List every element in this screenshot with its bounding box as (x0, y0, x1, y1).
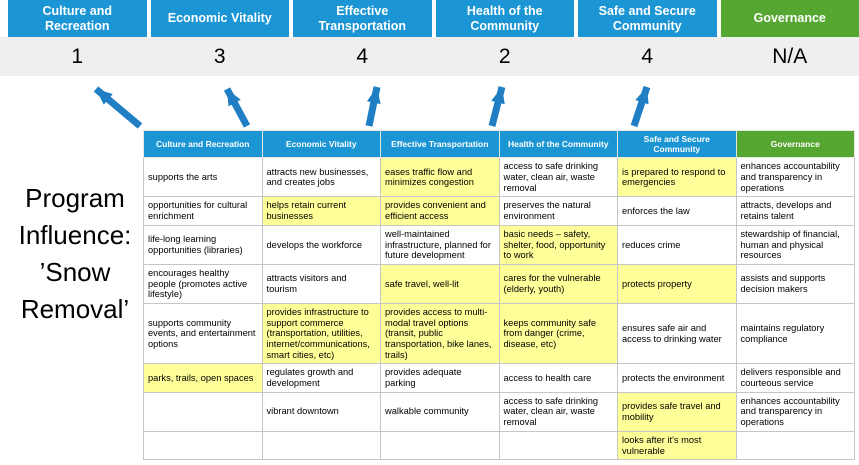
matrix-cell: assists and supports decision makers (735, 263, 855, 304)
matrix-cell: vibrant downtown (261, 391, 381, 432)
score-value: N/A (772, 44, 808, 68)
matrix-row: vibrant downtown walkable community access… (143, 391, 855, 432)
matrix-cell: access to safe drinking water, clean air… (498, 157, 618, 198)
matrix-cell: provides adequate parking (380, 363, 500, 393)
matrix-cell (380, 430, 500, 461)
influence-matrix: Culture and Recreation Economic Vitality E… (143, 129, 855, 461)
matrix-cell: encourages healthy people (promotes acti… (143, 263, 263, 304)
matrix-column-header: Culture and Recreation (143, 129, 263, 159)
matrix-cell-highlighted: eases traffic flow and minimizes congest… (380, 157, 500, 198)
matrix-row: opportunities for cultural enrichment hel… (143, 196, 855, 226)
matrix-cell: supports the arts (143, 157, 263, 198)
matrix-cell-highlighted: basic needs – safety, shelter, food, opp… (498, 224, 618, 265)
matrix-column-header: Economic Vitality (261, 129, 381, 159)
matrix-cell-highlighted: provides safe travel and mobility (617, 391, 737, 432)
matrix-row: looks after it's most vulnerable (143, 430, 855, 461)
category-banner-cell: Effective Transportation (293, 0, 432, 37)
matrix-cell-highlighted: cares for the vulnerable (elderly, youth… (498, 263, 618, 304)
matrix-column-header: Effective Transportation (380, 129, 500, 159)
matrix-cell-highlighted: looks after it's most vulnerable (617, 430, 737, 461)
score-strip-inner: 1 3 4 2 4 N/A (8, 37, 859, 76)
matrix-cell: attracts, develops and retains talent (735, 196, 855, 226)
matrix-cell-highlighted: parks, trails, open spaces (143, 363, 263, 393)
matrix-cell: enhances accountability and transparency… (735, 157, 855, 198)
matrix-column-header: Safe and Secure Community (617, 129, 737, 159)
matrix-cell-highlighted: is prepared to respond to emergencies (617, 157, 737, 198)
matrix-cell (735, 430, 855, 461)
category-banner-cell: Health of the Community (435, 0, 574, 37)
matrix-cell: protects the environment (617, 363, 737, 393)
up-arrow-icon (630, 85, 651, 128)
matrix-header-row: Culture and Recreation Economic Vitality E… (143, 129, 855, 159)
matrix-cell-highlighted: provides access to multi-modal travel op… (380, 302, 500, 365)
matrix-row: parks, trails, open spaces regulates grow… (143, 363, 855, 393)
matrix-cell: reduces crime (617, 224, 737, 265)
matrix-row: supports the arts attracts new businesses… (143, 157, 855, 198)
category-banner-cell: Governance (720, 0, 859, 37)
score-value: 1 (71, 44, 84, 68)
category-banner-cell: Culture and Recreation (8, 0, 147, 37)
matrix-cell (143, 430, 263, 461)
matrix-cell: supports community events, and entertain… (143, 302, 263, 365)
matrix-cell: access to health care (498, 363, 618, 393)
matrix-cell: ensures safe air and access to drinking … (617, 302, 737, 365)
matrix-column-header: Health of the Community (498, 129, 618, 159)
matrix-cell: attracts new businesses, and creates job… (261, 157, 381, 198)
matrix-cell-highlighted: safe travel, well-lit (380, 263, 500, 304)
matrix-body: supports the arts attracts new businesses… (143, 157, 855, 461)
matrix-cell (143, 391, 263, 432)
matrix-cell (498, 430, 618, 461)
matrix-cell: maintains regulatory compliance (735, 302, 855, 365)
up-arrow-icon (488, 86, 506, 127)
matrix-cell-highlighted: provides infrastructure to support comme… (261, 302, 381, 365)
matrix-cell: well-maintained infrastructure, planned … (380, 224, 500, 265)
matrix-row: life-long learning opportunities (librar… (143, 224, 855, 265)
matrix-cell-highlighted: protects property (617, 263, 737, 304)
matrix-cell: preserves the natural environment (498, 196, 618, 226)
matrix-cell: regulates growth and development (261, 363, 381, 393)
program-influence-title: Program Influence: ’Snow Removal’ (18, 183, 132, 324)
up-arrow-icon (365, 86, 381, 127)
matrix-cell (261, 430, 381, 461)
matrix-cell: develops the workforce (261, 224, 381, 265)
category-banner-cell: Economic Vitality (150, 0, 289, 37)
matrix-cell-highlighted: keeps community safe from danger (crime,… (498, 302, 618, 365)
up-arrow-icon (223, 87, 251, 128)
matrix-cell-highlighted: provides convenient and efficient access (380, 196, 500, 226)
category-banner: Culture and Recreation Economic Vitality E… (8, 0, 859, 37)
matrix-cell: attracts visitors and tourism (261, 263, 381, 304)
score-value: 3 (213, 44, 226, 68)
matrix-column-header: Governance (735, 129, 855, 159)
matrix-row: supports community events, and entertain… (143, 302, 855, 365)
matrix-cell: opportunities for cultural enrichment (143, 196, 263, 226)
score-value: 4 (356, 44, 369, 68)
matrix-cell: enhances accountability and transparency… (735, 391, 855, 432)
matrix-cell: walkable community (380, 391, 500, 432)
category-banner-cell: Safe and Secure Community (578, 0, 717, 37)
matrix-cell: life-long learning opportunities (librar… (143, 224, 263, 265)
up-arrow-icon (93, 86, 143, 129)
matrix-cell-highlighted: helps retain current businesses (261, 196, 381, 226)
score-value: 4 (641, 44, 654, 68)
matrix-head: Culture and Recreation Economic Vitality E… (143, 129, 855, 159)
matrix-cell: access to safe drinking water, clean air… (498, 391, 618, 432)
score-value: 2 (498, 44, 511, 68)
matrix-cell: enforces the law (617, 196, 737, 226)
matrix-cell: delivers responsible and courteous servi… (735, 363, 855, 393)
score-strip: 1 3 4 2 4 N/A (0, 37, 859, 76)
matrix-cell: stewardship of financial, human and phys… (735, 224, 855, 265)
matrix-row: encourages healthy people (promotes acti… (143, 263, 855, 304)
up-arrows (93, 85, 651, 129)
